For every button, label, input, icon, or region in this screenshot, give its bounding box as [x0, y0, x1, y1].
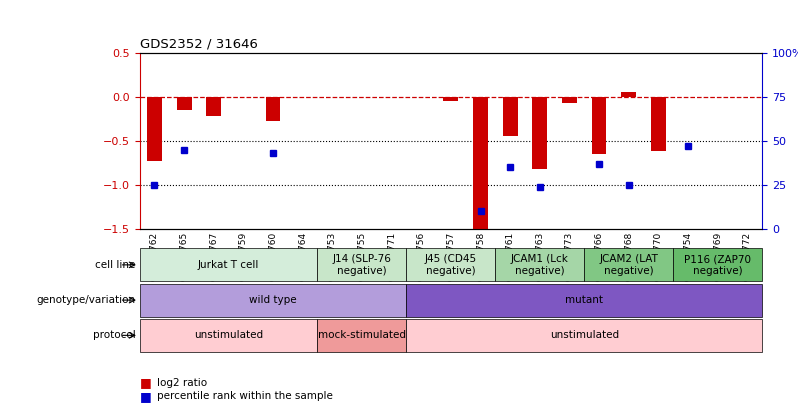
Text: log2 ratio: log2 ratio	[157, 378, 207, 388]
Text: J14 (SLP-76
negative): J14 (SLP-76 negative)	[333, 254, 391, 276]
Text: P116 (ZAP70
negative): P116 (ZAP70 negative)	[684, 254, 751, 276]
Text: GDS2352 / 31646: GDS2352 / 31646	[140, 37, 258, 50]
Bar	[532, 97, 547, 169]
Text: protocol: protocol	[93, 330, 136, 340]
Text: mock-stimulated: mock-stimulated	[318, 330, 406, 340]
Text: unstimulated: unstimulated	[194, 330, 263, 340]
Bar	[591, 97, 606, 154]
Bar	[473, 97, 488, 238]
Bar	[503, 97, 518, 136]
Text: JCAM2 (LAT
negative): JCAM2 (LAT negative)	[599, 254, 658, 276]
Text: J45 (CD45
negative): J45 (CD45 negative)	[425, 254, 477, 276]
Bar	[622, 92, 636, 97]
Text: cell line: cell line	[95, 260, 136, 270]
Text: percentile rank within the sample: percentile rank within the sample	[157, 391, 333, 401]
Bar	[266, 97, 280, 122]
Text: mutant: mutant	[565, 295, 603, 305]
Bar	[651, 97, 666, 151]
Text: JCAM1 (Lck
negative): JCAM1 (Lck negative)	[511, 254, 569, 276]
Text: genotype/variation: genotype/variation	[37, 295, 136, 305]
Bar	[562, 97, 577, 103]
Text: wild type: wild type	[249, 295, 297, 305]
Bar	[444, 97, 458, 101]
Text: Jurkat T cell: Jurkat T cell	[198, 260, 259, 270]
Text: unstimulated: unstimulated	[550, 330, 618, 340]
Text: ■: ■	[140, 376, 152, 389]
Bar	[207, 97, 221, 116]
Text: ■: ■	[140, 390, 152, 403]
Bar	[147, 97, 162, 161]
Bar	[176, 97, 192, 110]
